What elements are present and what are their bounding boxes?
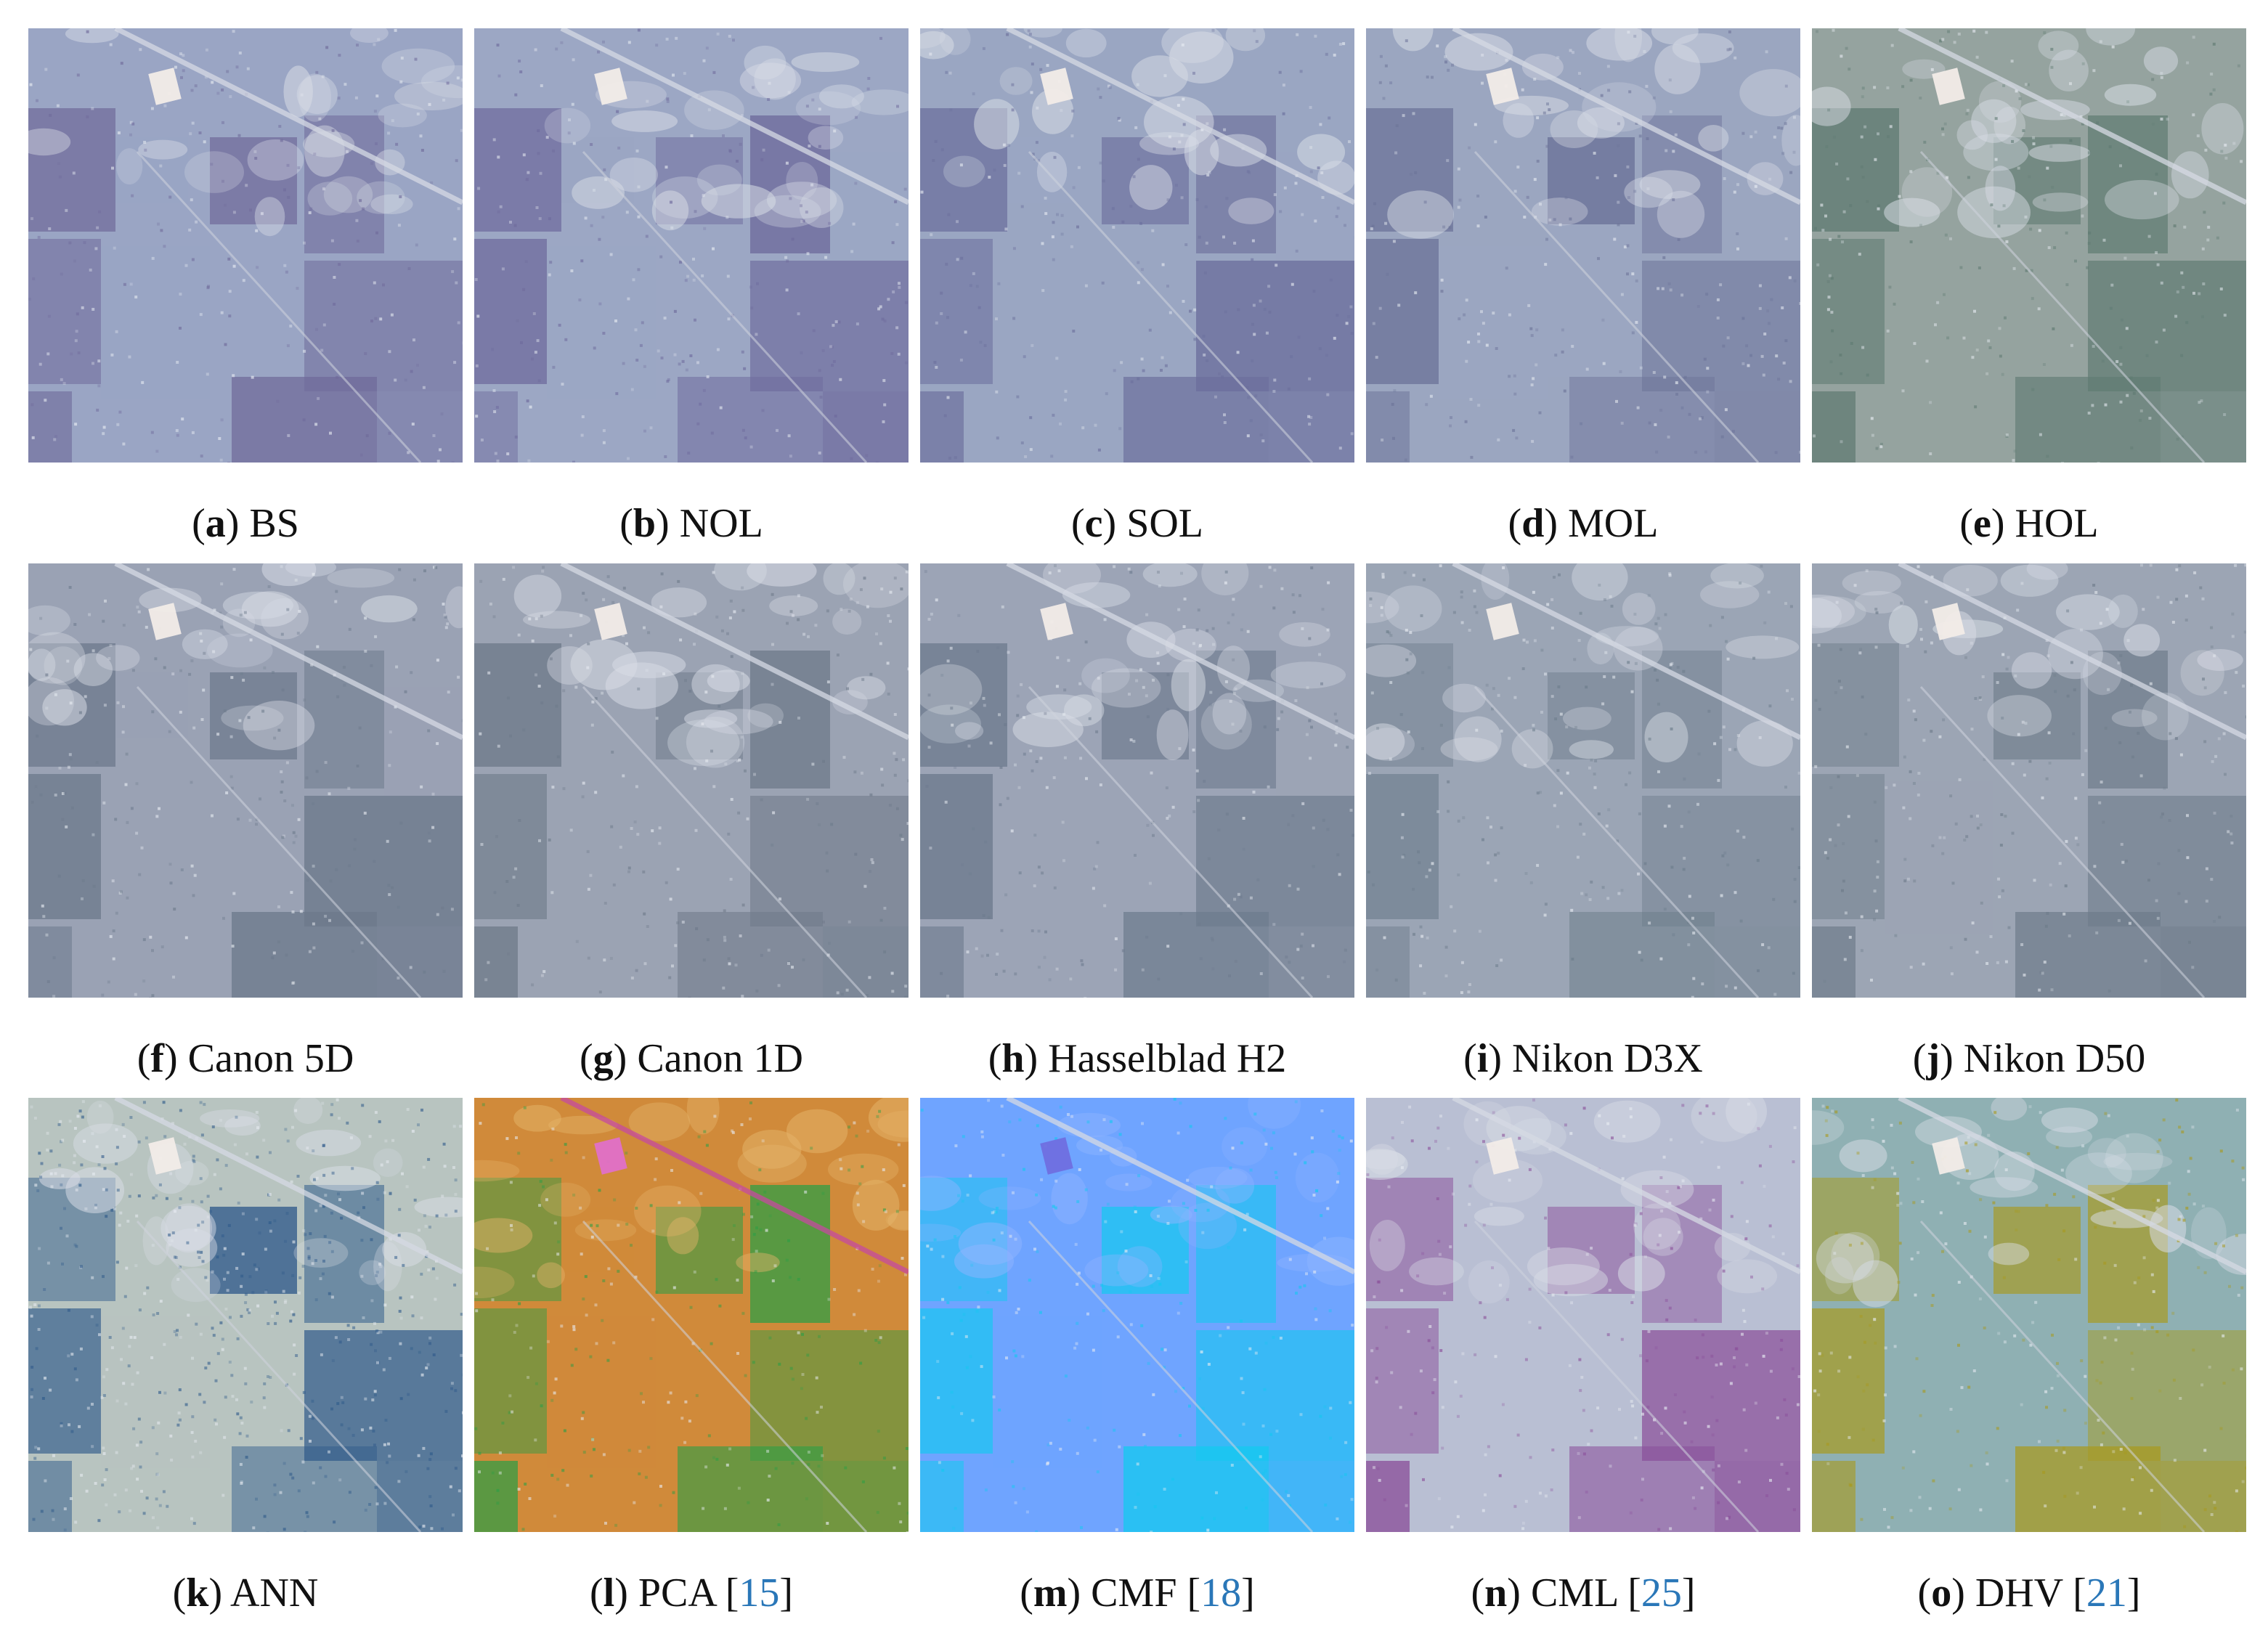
panel-method-name: DHV bbox=[1975, 1570, 2063, 1616]
panel-image-b bbox=[474, 28, 909, 463]
panel-image-c bbox=[920, 28, 1354, 463]
panel-method-name: PCA bbox=[638, 1570, 715, 1616]
panel-image-l bbox=[474, 1098, 909, 1532]
panel-letter: f bbox=[150, 1036, 164, 1081]
panel-letter: a bbox=[205, 501, 226, 546]
panel-image-i bbox=[1366, 563, 1800, 998]
panel-caption-o: (o) DHV [21] bbox=[1917, 1570, 2141, 1616]
panel-method-name: SOL bbox=[1126, 501, 1203, 546]
panel-letter: e bbox=[1973, 501, 1991, 546]
panel-caption-j: (j) Nikon D50 bbox=[1912, 1036, 2146, 1081]
citation-link[interactable]: 18 bbox=[1200, 1570, 1242, 1616]
panel-image-svg-e bbox=[1812, 28, 2246, 463]
panel-caption-l: (l) PCA [15] bbox=[589, 1570, 794, 1616]
panel-letter: i bbox=[1476, 1036, 1489, 1081]
panel-method-name: HOL bbox=[2015, 501, 2099, 546]
panel-caption-m: (m) CMF [18] bbox=[1020, 1570, 1255, 1616]
panel-image-d bbox=[1366, 28, 1800, 463]
panel-image-k bbox=[28, 1098, 463, 1532]
panel-image-svg-b bbox=[474, 28, 909, 463]
panel-caption-e: (e) HOL bbox=[1959, 501, 2099, 546]
panel-method-name: Canon 5D bbox=[187, 1036, 354, 1081]
panel-image-svg-g bbox=[474, 563, 909, 998]
panel-letter: o bbox=[1931, 1570, 1952, 1616]
panel-image-svg-f bbox=[28, 563, 463, 998]
panel-image-svg-m bbox=[920, 1098, 1354, 1532]
panel-image-h bbox=[920, 563, 1354, 998]
panel-letter: d bbox=[1521, 501, 1545, 546]
panel-method-name: NOL bbox=[679, 501, 763, 546]
panel-method-name: CML bbox=[1530, 1570, 1618, 1616]
panel-image-o bbox=[1812, 1098, 2246, 1532]
panel-image-svg-n bbox=[1366, 1098, 1800, 1532]
panel-image-svg-c bbox=[920, 28, 1354, 463]
panel-letter: b bbox=[633, 501, 657, 546]
panel-caption-i: (i) Nikon D3X bbox=[1463, 1036, 1703, 1081]
panel-image-j bbox=[1812, 563, 2246, 998]
panel-caption-k: (k) ANN bbox=[172, 1570, 319, 1616]
panel-method-name: BS bbox=[249, 501, 299, 546]
panel-letter: h bbox=[1001, 1036, 1025, 1081]
panel-caption-g: (g) Canon 1D bbox=[580, 1036, 803, 1081]
panel-image-svg-i bbox=[1366, 563, 1800, 998]
panel-letter: g bbox=[593, 1036, 614, 1081]
panel-image-svg-o bbox=[1812, 1098, 2246, 1532]
panel-image-svg-a bbox=[28, 28, 463, 463]
citation-link[interactable]: 25 bbox=[1641, 1570, 1682, 1616]
panel-letter: c bbox=[1084, 501, 1103, 546]
panel-method-name: Hasselblad H2 bbox=[1048, 1036, 1287, 1081]
panel-image-e bbox=[1812, 28, 2246, 463]
panel-image-f bbox=[28, 563, 463, 998]
panel-letter: k bbox=[186, 1570, 209, 1616]
panel-image-a bbox=[28, 28, 463, 463]
panel-method-name: Nikon D50 bbox=[1963, 1036, 2146, 1081]
panel-image-svg-l bbox=[474, 1098, 909, 1532]
panel-letter: l bbox=[603, 1570, 615, 1616]
panel-image-n bbox=[1366, 1098, 1800, 1532]
panel-letter: n bbox=[1484, 1570, 1508, 1616]
panel-caption-a: (a) BS bbox=[192, 501, 299, 546]
panel-letter: j bbox=[1926, 1036, 1940, 1081]
panel-method-name: CMF bbox=[1091, 1570, 1177, 1616]
panel-letter: m bbox=[1033, 1570, 1068, 1616]
panel-caption-h: (h) Hasselblad H2 bbox=[988, 1036, 1287, 1081]
panel-image-svg-h bbox=[920, 563, 1354, 998]
citation-link[interactable]: 21 bbox=[2086, 1570, 2127, 1616]
panel-method-name: Nikon D3X bbox=[1511, 1036, 1703, 1081]
panel-method-name: MOL bbox=[1568, 501, 1659, 546]
panel-caption-c: (c) SOL bbox=[1071, 501, 1203, 546]
panel-caption-d: (d) MOL bbox=[1508, 501, 1659, 546]
panel-caption-n: (n) CML [25] bbox=[1471, 1570, 1696, 1616]
panel-image-svg-k bbox=[28, 1098, 463, 1532]
panel-image-g bbox=[474, 563, 909, 998]
citation-link[interactable]: 15 bbox=[739, 1570, 780, 1616]
panel-caption-f: (f) Canon 5D bbox=[137, 1036, 354, 1081]
panel-method-name: Canon 1D bbox=[637, 1036, 803, 1081]
panel-image-svg-d bbox=[1366, 28, 1800, 463]
panel-method-name: ANN bbox=[230, 1570, 319, 1616]
panel-image-svg-j bbox=[1812, 563, 2246, 998]
panel-image-m bbox=[920, 1098, 1354, 1532]
panel-caption-b: (b) NOL bbox=[619, 501, 763, 546]
